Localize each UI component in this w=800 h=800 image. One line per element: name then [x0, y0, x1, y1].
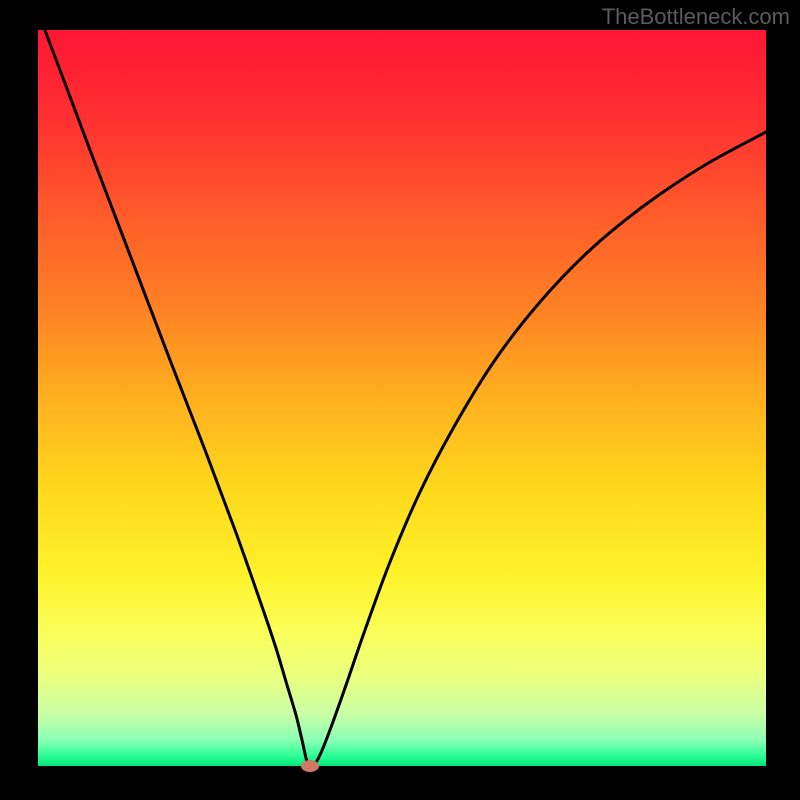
watermark-text: TheBottleneck.com: [602, 4, 790, 30]
minimum-marker: [301, 760, 319, 772]
chart-svg-wrap: [0, 0, 800, 800]
plot-background-gradient: [38, 30, 766, 766]
chart-container: TheBottleneck.com: [0, 0, 800, 800]
chart-svg: [0, 0, 800, 800]
